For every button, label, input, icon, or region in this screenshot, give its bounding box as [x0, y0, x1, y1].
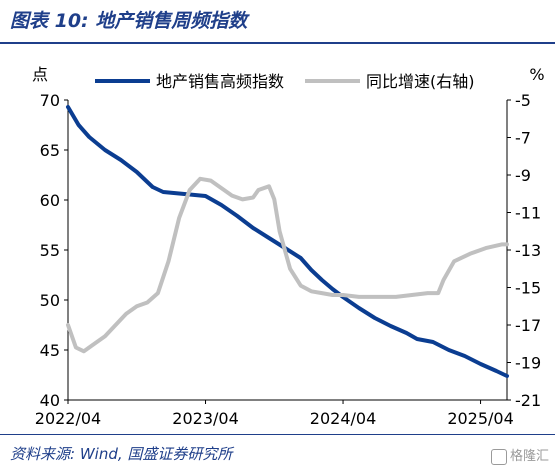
series-line-1 [66, 105, 509, 378]
y-right-tick-label: -13 [515, 241, 541, 260]
chart-title: 图表 10: 地产销售周频指数 [10, 10, 248, 32]
x-tick-label: 2022/04 [35, 409, 101, 428]
x-tick-label: 2023/04 [172, 409, 238, 428]
source-note: 资料来源: Wind, 国盛证券研究所 [10, 445, 233, 463]
title-divider [0, 42, 555, 44]
y-right-unit-label: % [529, 65, 544, 84]
legend-label-2: 同比增速(右轴) [366, 72, 475, 91]
series-line-2 [66, 176, 509, 354]
y-right-tick-label: -9 [515, 166, 531, 185]
y-left-tick-label: 40 [40, 391, 60, 410]
source-divider [0, 434, 555, 435]
y-left-tick-label: 65 [40, 141, 60, 160]
watermark-logo-icon [490, 449, 507, 465]
y-right-tick-label: -5 [515, 91, 531, 110]
x-tick-label: 2025/04 [447, 409, 513, 428]
line-chart: 40 45 50 55 60 65 70 -21 -19 -17 -15 -13 -11 -9 -7 -5 20… [32, 65, 545, 428]
y-left-tick-label: 60 [40, 191, 60, 210]
x-tick-label: 2024/04 [310, 409, 376, 428]
y-left-unit-label: 点 [32, 65, 48, 84]
y-right-tick-label: -19 [515, 354, 541, 373]
y-right-tick-label: -17 [515, 316, 541, 335]
y-right-tick-label: -7 [515, 129, 531, 148]
y-right-tick-label: -21 [515, 391, 541, 410]
y-left-tick-label: 55 [40, 241, 60, 260]
legend-label-1: 地产销售高频指数 [156, 72, 284, 91]
watermark: 格隆汇 [490, 446, 549, 468]
y-left-tick-label: 45 [40, 341, 60, 360]
y-left-tick-label: 70 [40, 91, 60, 110]
y-right-tick-label: -11 [515, 204, 541, 223]
y-right-tick-label: -15 [515, 279, 541, 298]
watermark-text: 格隆汇 [509, 449, 549, 464]
y-left-tick-label: 50 [40, 291, 60, 310]
